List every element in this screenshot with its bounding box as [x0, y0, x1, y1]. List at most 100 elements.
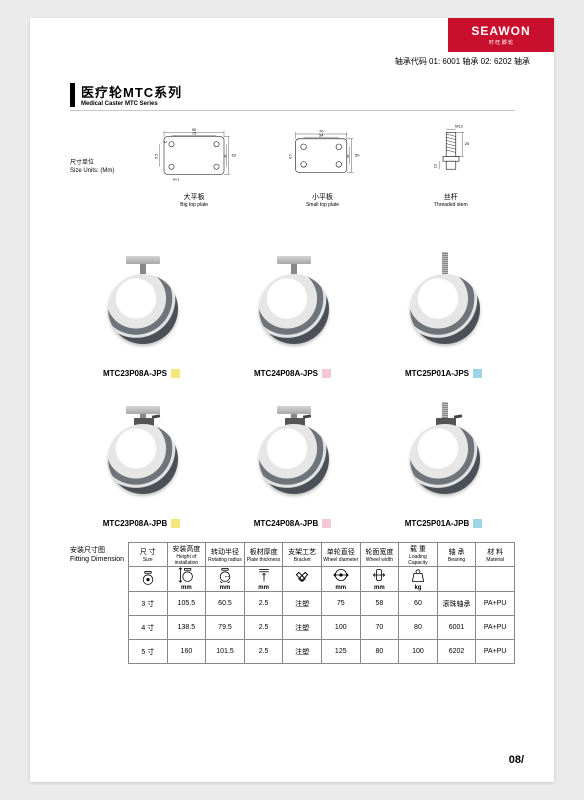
- svg-text:75: 75: [192, 132, 196, 136]
- size-unit-en: Size Units: (Mm): [70, 168, 114, 176]
- table-col-icon: mm: [360, 567, 399, 592]
- table-cell: 5 寸: [129, 640, 168, 664]
- color-chip-icon: [171, 369, 180, 378]
- brand-sub: 时 旺 脚 轮: [489, 39, 513, 46]
- table-cell: 101.5: [206, 640, 245, 664]
- table-col-header: 安装高度Height of installation: [167, 543, 206, 567]
- sku-label: MTC23P08A-JPS: [103, 369, 167, 378]
- table-col-header: 轮面宽度Wheel width: [360, 543, 399, 567]
- series-cn: 医疗轮MTC系列: [81, 82, 182, 101]
- table-cell: 58: [360, 592, 399, 616]
- table-col-header: 载 重Loading Capacity: [399, 543, 438, 567]
- sku-row: MTC25P01A-JPB: [405, 516, 482, 530]
- table-col-icon: [476, 567, 515, 592]
- sku-row: MTC24P08A-JPS: [254, 366, 331, 380]
- table-col-icon: mm: [206, 567, 245, 592]
- table-cell: 60.5: [206, 592, 245, 616]
- svg-text:63: 63: [232, 153, 236, 157]
- table-col-icon: [437, 567, 476, 592]
- product-item: MTC25P01A-JPS: [372, 230, 515, 380]
- sku-row: MTC23P08A-JPB: [103, 516, 180, 530]
- sku-row: MTC23P08A-JPS: [103, 366, 180, 380]
- product-item: MTC24P08A-JPS: [221, 230, 364, 380]
- table-cell: 100: [321, 616, 360, 640]
- table-cell: 75: [321, 592, 360, 616]
- table-col-header: 转动半径Rotating radius: [206, 543, 245, 567]
- brand-name: SEAWON: [471, 24, 530, 38]
- table-col-icon: mm: [321, 567, 360, 592]
- color-chip-icon: [322, 369, 331, 378]
- caster-icon: [396, 402, 491, 512]
- big-plate-svg: 90 75 63 45 5.5 12 R4.3: [149, 118, 239, 190]
- table-cell: 80: [399, 616, 438, 640]
- table-cell: 2.5: [244, 592, 283, 616]
- caster-icon: [94, 252, 189, 362]
- table-cell: 70: [360, 616, 399, 640]
- table-col-header: 板材厚度Plate thickness: [244, 543, 283, 567]
- table-cell: 160: [167, 640, 206, 664]
- title-bar-icon: [70, 83, 75, 107]
- table-row: 3 寸105.560.52.5注塑755860滚珠轴承PA+PU: [129, 592, 515, 616]
- table-cell: 138.5: [167, 616, 206, 640]
- table-cell: 80: [360, 640, 399, 664]
- svg-text:54: 54: [319, 132, 324, 137]
- caster-icon: [245, 252, 340, 362]
- drawing-stem: M12 25 12 丝杆 Threaded stem: [387, 118, 515, 218]
- table-row: 5 寸160101.52.5注塑125801006202PA+PU: [129, 640, 515, 664]
- product-item: MTC24P08A-JPB: [221, 380, 364, 530]
- sku-label: MTC24P08A-JPS: [254, 369, 318, 378]
- table-col-icon: [283, 567, 322, 592]
- svg-text:25: 25: [465, 141, 470, 146]
- divider: [70, 110, 515, 111]
- table-col-header: 支架工艺Bracket: [283, 543, 322, 567]
- svg-text:M12: M12: [455, 124, 464, 129]
- small-plate-svg: 70 54 50 35 6.5: [277, 118, 367, 190]
- color-chip-icon: [473, 519, 482, 528]
- table-cell: 4 寸: [129, 616, 168, 640]
- table-header-label: 尺 寸Size安装高度Height of installation转动半径Rot…: [129, 543, 515, 567]
- product-item: MTC23P08A-JPS: [70, 230, 213, 380]
- sku-label: MTC25P01A-JPB: [405, 519, 469, 528]
- table-cell: 105.5: [167, 592, 206, 616]
- table-cell: 注塑: [283, 592, 322, 616]
- product-grid: MTC23P08A-JPS MTC24P08A-JPS MTC25P01A-JPS M…: [70, 230, 515, 530]
- table-col-icon: [129, 567, 168, 592]
- caster-icon: [94, 402, 189, 512]
- table-col-icon: mm: [244, 567, 283, 592]
- table-cell: PA+PU: [476, 640, 515, 664]
- table-col-header: 轴 承Bearing: [437, 543, 476, 567]
- sku-row: MTC24P08A-JPB: [254, 516, 331, 530]
- sku-label: MTC24P08A-JPB: [254, 519, 318, 528]
- svg-text:35: 35: [347, 154, 351, 158]
- brand-block: SEAWON 时 旺 脚 轮: [448, 18, 554, 52]
- sku-label: MTC25P01A-JPS: [405, 369, 469, 378]
- table-cell: 125: [321, 640, 360, 664]
- table-col-header: 单轮直径Wheel diameter: [321, 543, 360, 567]
- dimension-drawings: 尺寸单位 Size Units: (Mm): [70, 118, 515, 218]
- table-col-icon: mm: [167, 567, 206, 592]
- sku-row: MTC25P01A-JPS: [405, 366, 482, 380]
- table-col-header: 尺 寸Size: [129, 543, 168, 567]
- color-chip-icon: [322, 519, 331, 528]
- table-col-header: 材 料Material: [476, 543, 515, 567]
- svg-text:5.5: 5.5: [154, 154, 158, 159]
- svg-text:12: 12: [164, 140, 168, 144]
- table-row: 4 寸138.579.52.5注塑10070806001PA+PU: [129, 616, 515, 640]
- page-number: 08/: [509, 754, 524, 766]
- catalog-page: SEAWON 时 旺 脚 轮 轴承代码 01: 6001 轴承 02: 6202…: [30, 18, 554, 782]
- series-title: 医疗轮MTC系列 Medical Caster MTC Series: [70, 82, 182, 107]
- bearing-code-line: 轴承代码 01: 6001 轴承 02: 6202 轴承: [395, 56, 530, 67]
- table-cell: 2.5: [244, 640, 283, 664]
- svg-text:R4.3: R4.3: [173, 177, 180, 181]
- caster-icon: [396, 252, 491, 362]
- table-cell: 注塑: [283, 616, 322, 640]
- table-body: 3 寸105.560.52.5注塑755860滚珠轴承PA+PU4 寸138.5…: [129, 592, 515, 664]
- color-chip-icon: [473, 369, 482, 378]
- svg-text:50: 50: [355, 152, 360, 157]
- svg-text:45: 45: [223, 154, 227, 158]
- table-cell: 3 寸: [129, 592, 168, 616]
- table-col-icon: kg: [399, 567, 438, 592]
- series-en: Medical Caster MTC Series: [81, 101, 182, 107]
- color-chip-icon: [171, 519, 180, 528]
- stem-svg: M12 25 12: [416, 118, 486, 190]
